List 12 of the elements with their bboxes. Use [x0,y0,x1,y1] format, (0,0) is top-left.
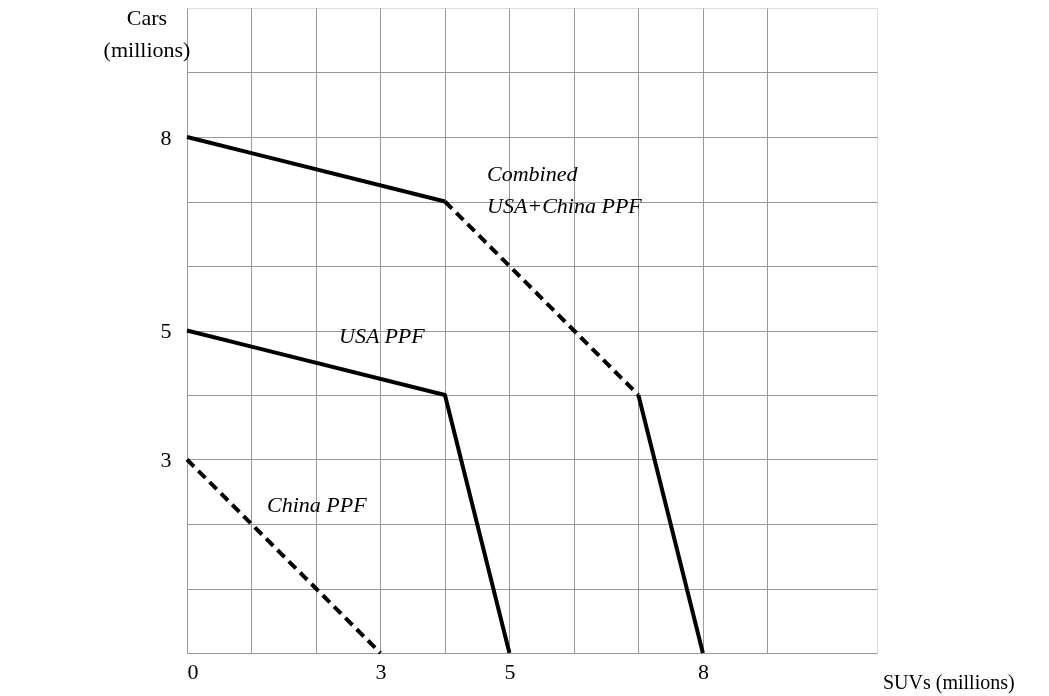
y-axis-title: Cars (millions) [103,5,191,62]
x-axis-title: SUVs (millions) [883,671,1015,694]
y-tick-label: 3 [160,447,172,472]
annotation: USA PPF [339,323,426,348]
annotation: China PPF [267,492,368,517]
x-tick-label: 0 [187,658,199,684]
y-tick-label: 5 [160,318,172,343]
x-tick-label: 3 [375,658,387,684]
annotation: Combined USA+China PPF [487,161,643,218]
x-tick-label: 5 [504,658,516,684]
x-tick-label: 8 [697,658,709,684]
y-tick-label: 8 [160,124,172,150]
